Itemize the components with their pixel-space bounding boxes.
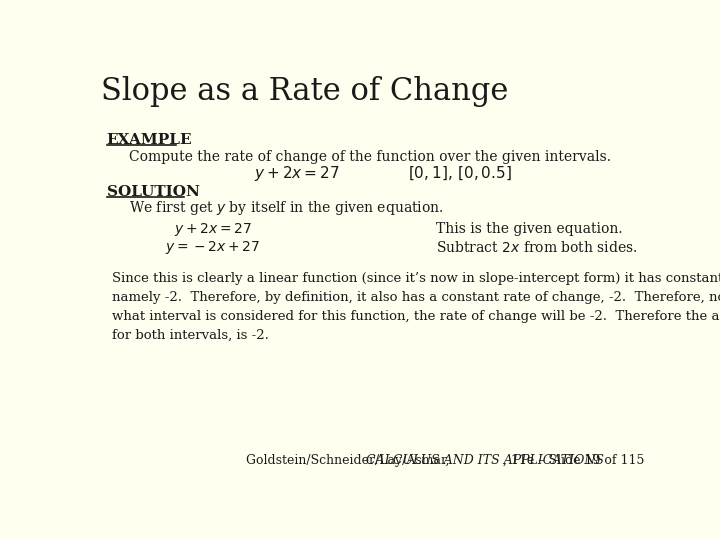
Text: Since this is clearly a linear function (since it’s now in slope-intercept form): Since this is clearly a linear function …: [112, 272, 720, 285]
Text: Goldstein/Schneider/Lay/Asmar,: Goldstein/Schneider/Lay/Asmar,: [246, 454, 454, 467]
Text: $[0, 1],\,[0, 0.5]$: $[0, 1],\,[0, 0.5]$: [408, 165, 512, 183]
Text: Compute the rate of change of the function over the given intervals.: Compute the rate of change of the functi…: [129, 150, 611, 164]
Text: $y + 2x = 27$: $y + 2x = 27$: [253, 164, 339, 183]
Text: , 11e – Slide 19 of 115: , 11e – Slide 19 of 115: [503, 454, 644, 467]
Text: $y = -2x + 27$: $y = -2x + 27$: [165, 239, 261, 256]
Text: Subtract $2x$ from both sides.: Subtract $2x$ from both sides.: [436, 240, 638, 255]
Text: We first get $y$ by itself in the given equation.: We first get $y$ by itself in the given …: [129, 199, 444, 217]
Text: $y + 2x = 27$: $y + 2x = 27$: [174, 220, 252, 238]
Text: for both intervals, is -2.: for both intervals, is -2.: [112, 329, 269, 342]
Text: namely -2.  Therefore, by definition, it also has a constant rate of change, -2.: namely -2. Therefore, by definition, it …: [112, 291, 720, 303]
Text: EXAMPLE: EXAMPLE: [107, 133, 192, 147]
Text: CALCULUS AND ITS APPLICATIONS: CALCULUS AND ITS APPLICATIONS: [366, 454, 604, 467]
Text: This is the given equation.: This is the given equation.: [436, 222, 623, 236]
Text: what interval is considered for this function, the rate of change will be -2.  T: what interval is considered for this fun…: [112, 310, 720, 323]
Text: Slope as a Rate of Change: Slope as a Rate of Change: [101, 76, 508, 107]
Text: SOLUTION: SOLUTION: [107, 185, 199, 199]
